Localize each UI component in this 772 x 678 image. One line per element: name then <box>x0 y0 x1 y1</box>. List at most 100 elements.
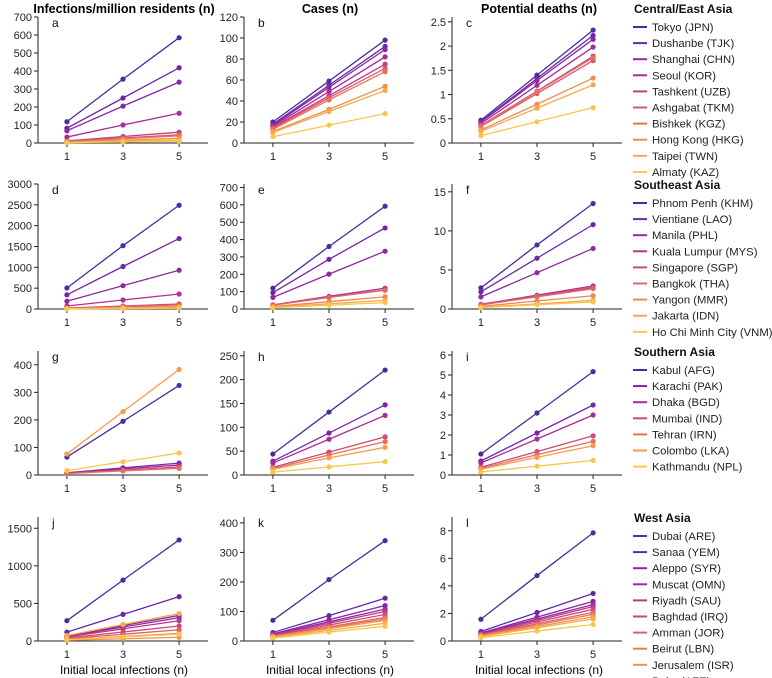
legend-title: Southeast Asia <box>634 178 721 192</box>
data-point <box>382 248 388 254</box>
legend-group-1: Southeast Asia Phnom Penh (KHM) Vientiane … <box>633 178 772 339</box>
panel-d: 0 500 1000 1500 2000 2500 3000 1 3 5 d <box>8 179 208 329</box>
data-point <box>64 285 70 291</box>
y-tick-label: 600 <box>14 30 32 42</box>
x-tick-label: 1 <box>270 317 276 329</box>
legend-label: Beirut (LBN) <box>652 644 714 656</box>
data-point <box>478 289 484 295</box>
x-tick-label: 5 <box>590 151 596 163</box>
data-point <box>590 200 596 207</box>
y-tick-label: 500 <box>14 48 32 60</box>
y-tick-label: 600 <box>220 200 238 212</box>
data-point <box>590 616 596 622</box>
data-point <box>534 82 540 88</box>
data-point <box>326 271 332 277</box>
data-point <box>478 469 484 475</box>
y-tick-label: 3000 <box>8 179 32 191</box>
y-tick-label: 0 <box>26 138 32 150</box>
data-point <box>382 623 388 629</box>
data-point <box>534 572 540 579</box>
col-title-infections: Infections/million residents (n) <box>33 2 214 16</box>
data-point <box>326 78 332 84</box>
data-point <box>590 44 596 50</box>
data-point <box>534 89 540 95</box>
y-tick-label: 250 <box>220 351 238 363</box>
data-point <box>590 286 596 292</box>
y-tick-label: 4 <box>440 390 446 402</box>
x-tick-label: 5 <box>590 649 596 661</box>
data-point <box>64 140 70 146</box>
y-tick-label: 400 <box>14 360 32 372</box>
data-point <box>64 632 70 639</box>
y-tick-label: 300 <box>14 84 32 96</box>
data-point <box>64 292 70 298</box>
panel-letter: c <box>466 16 472 30</box>
y-tick-label: 0 <box>440 636 446 648</box>
data-point <box>534 463 540 469</box>
y-tick-label: 100 <box>14 120 32 132</box>
data-point <box>382 87 388 94</box>
data-point <box>382 46 388 53</box>
xlabel-col1: Initial local infections (n) <box>60 663 188 677</box>
data-point <box>270 460 276 466</box>
data-point <box>120 305 126 312</box>
data-point <box>590 590 596 597</box>
legend-label: Jakarta (IDN) <box>652 311 719 323</box>
data-point <box>326 302 332 308</box>
data-point <box>590 369 596 375</box>
panel-c: 0 0.5 1 1.5 2 2.5 1 3 5 c <box>431 16 622 163</box>
data-point <box>590 293 596 299</box>
y-tick-label: 3 <box>440 410 446 422</box>
data-point <box>120 297 126 303</box>
panel-j: 0 500 1000 1500 1 3 5 j <box>8 516 208 661</box>
x-tick-label: 5 <box>382 317 388 329</box>
data-point <box>176 235 182 242</box>
data-point <box>270 635 276 641</box>
data-point <box>270 617 276 623</box>
data-point <box>478 133 484 139</box>
data-point <box>270 290 276 296</box>
data-point <box>270 469 276 475</box>
data-point <box>534 302 540 308</box>
x-tick-label: 1 <box>478 483 484 495</box>
y-tick-label: 0 <box>440 138 446 150</box>
y-tick-label: 400 <box>220 235 238 247</box>
y-tick-label: 0.5 <box>431 114 446 126</box>
data-point <box>176 202 182 208</box>
data-point <box>534 430 540 436</box>
legend-label: Baghdad (IRQ) <box>652 612 728 624</box>
data-point <box>64 298 70 304</box>
data-point <box>590 105 596 111</box>
legend-label: Colombo (LKA) <box>652 446 729 458</box>
data-point <box>382 434 388 440</box>
legend-label: Ashgabat (TKM) <box>652 103 734 115</box>
data-point <box>176 79 182 85</box>
data-point <box>64 618 70 624</box>
data-point <box>382 459 388 465</box>
data-point <box>534 242 540 248</box>
data-point <box>120 577 126 583</box>
panel-e: 0 100 200 300 400 500 600 700 1 3 5 e <box>220 182 414 329</box>
legend-group-0: Central/East Asia Tokyo (JPN) Dushanbe (TJ… <box>633 2 744 179</box>
data-point <box>176 35 182 41</box>
data-point <box>590 82 596 88</box>
x-tick-label: 3 <box>326 483 332 495</box>
data-point <box>326 122 332 128</box>
legend-label: Baku (AZE) <box>652 676 711 678</box>
y-tick-label: 700 <box>220 182 238 194</box>
x-tick-label: 3 <box>120 317 126 329</box>
x-tick-label: 5 <box>382 151 388 163</box>
data-point <box>64 306 70 312</box>
y-tick-label: 500 <box>220 217 238 229</box>
data-point <box>382 299 388 306</box>
y-tick-label: 400 <box>220 518 238 530</box>
data-point <box>382 225 388 231</box>
data-point <box>590 27 596 33</box>
x-tick-label: 5 <box>176 483 182 495</box>
data-point <box>326 576 332 583</box>
y-tick-label: 5 <box>440 370 446 382</box>
data-point <box>176 382 182 389</box>
data-point <box>382 54 388 60</box>
data-point <box>326 84 332 90</box>
